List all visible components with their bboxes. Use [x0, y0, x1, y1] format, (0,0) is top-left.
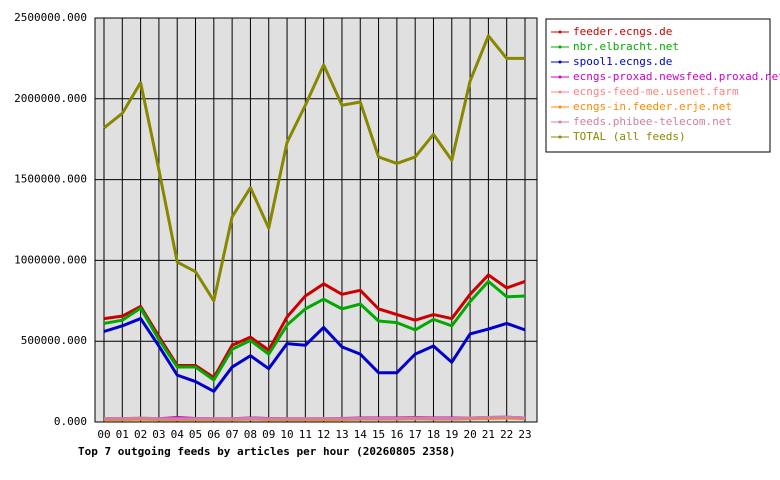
x-tick-label: 18 — [427, 428, 440, 441]
x-tick-label: 01 — [116, 428, 129, 441]
legend-dot — [558, 90, 562, 94]
x-tick-label: 08 — [244, 428, 257, 441]
y-tick-label: 1000000.000 — [14, 253, 87, 266]
legend-box — [545, 18, 771, 153]
x-tick-label: 17 — [409, 428, 422, 441]
legend-dot — [558, 60, 562, 64]
x-tick-label: 14 — [354, 428, 368, 441]
x-tick-label: 19 — [445, 428, 458, 441]
x-tick-label: 23 — [518, 428, 531, 441]
x-tick-label: 22 — [500, 428, 513, 441]
legend-label: feeder.ecngs.de — [573, 25, 672, 38]
x-tick-label: 07 — [226, 428, 239, 441]
legend-label: spool1.ecngs.de — [573, 55, 672, 68]
y-tick-label: 0.000 — [54, 415, 87, 428]
y-tick-label: 2500000.000 — [14, 11, 87, 24]
x-tick-label: 04 — [171, 428, 185, 441]
legend-label: nbr.elbracht.net — [573, 40, 679, 53]
legend-dot — [558, 135, 562, 139]
x-tick-label: 02 — [134, 428, 147, 441]
y-tick-label: 1500000.000 — [14, 173, 87, 186]
legend-label: TOTAL (all feeds) — [573, 130, 686, 143]
x-tick-label: 15 — [372, 428, 385, 441]
legend-label: ecngs-proxad.newsfeed.proxad.net — [573, 70, 780, 83]
legend-dot — [558, 30, 562, 34]
x-tick-label: 09 — [262, 428, 275, 441]
x-tick-label: 20 — [463, 428, 476, 441]
x-tick-label: 06 — [207, 428, 220, 441]
legend-dot — [558, 105, 562, 109]
x-tick-label: 05 — [189, 428, 202, 441]
series-line — [103, 415, 526, 421]
series-line — [103, 34, 525, 303]
legend-label: ecngs-in.feeder.erje.net — [573, 100, 732, 113]
y-tick-label: 500000.000 — [21, 334, 87, 347]
legend-label: ecngs-feed-me.usenet.farm — [573, 85, 739, 98]
legend-label: feeds.phibee-telecom.net — [573, 115, 732, 128]
legend-dot — [558, 45, 562, 49]
x-tick-label: 11 — [299, 428, 312, 441]
series-line — [103, 317, 526, 393]
x-tick-label: 00 — [97, 428, 110, 441]
y-tick-label: 2000000.000 — [14, 92, 87, 105]
x-tick-label: 10 — [280, 428, 293, 441]
legend-dot — [558, 120, 562, 124]
x-tick-label: 12 — [317, 428, 330, 441]
x-tick-label: 13 — [335, 428, 348, 441]
legend-dot — [558, 75, 562, 79]
series-line — [103, 279, 526, 382]
chart-title: Top 7 outgoing feeds by articles per hou… — [78, 445, 456, 458]
x-tick-label: 16 — [390, 428, 403, 441]
x-tick-label: 21 — [482, 428, 495, 441]
x-tick-label: 03 — [152, 428, 165, 441]
